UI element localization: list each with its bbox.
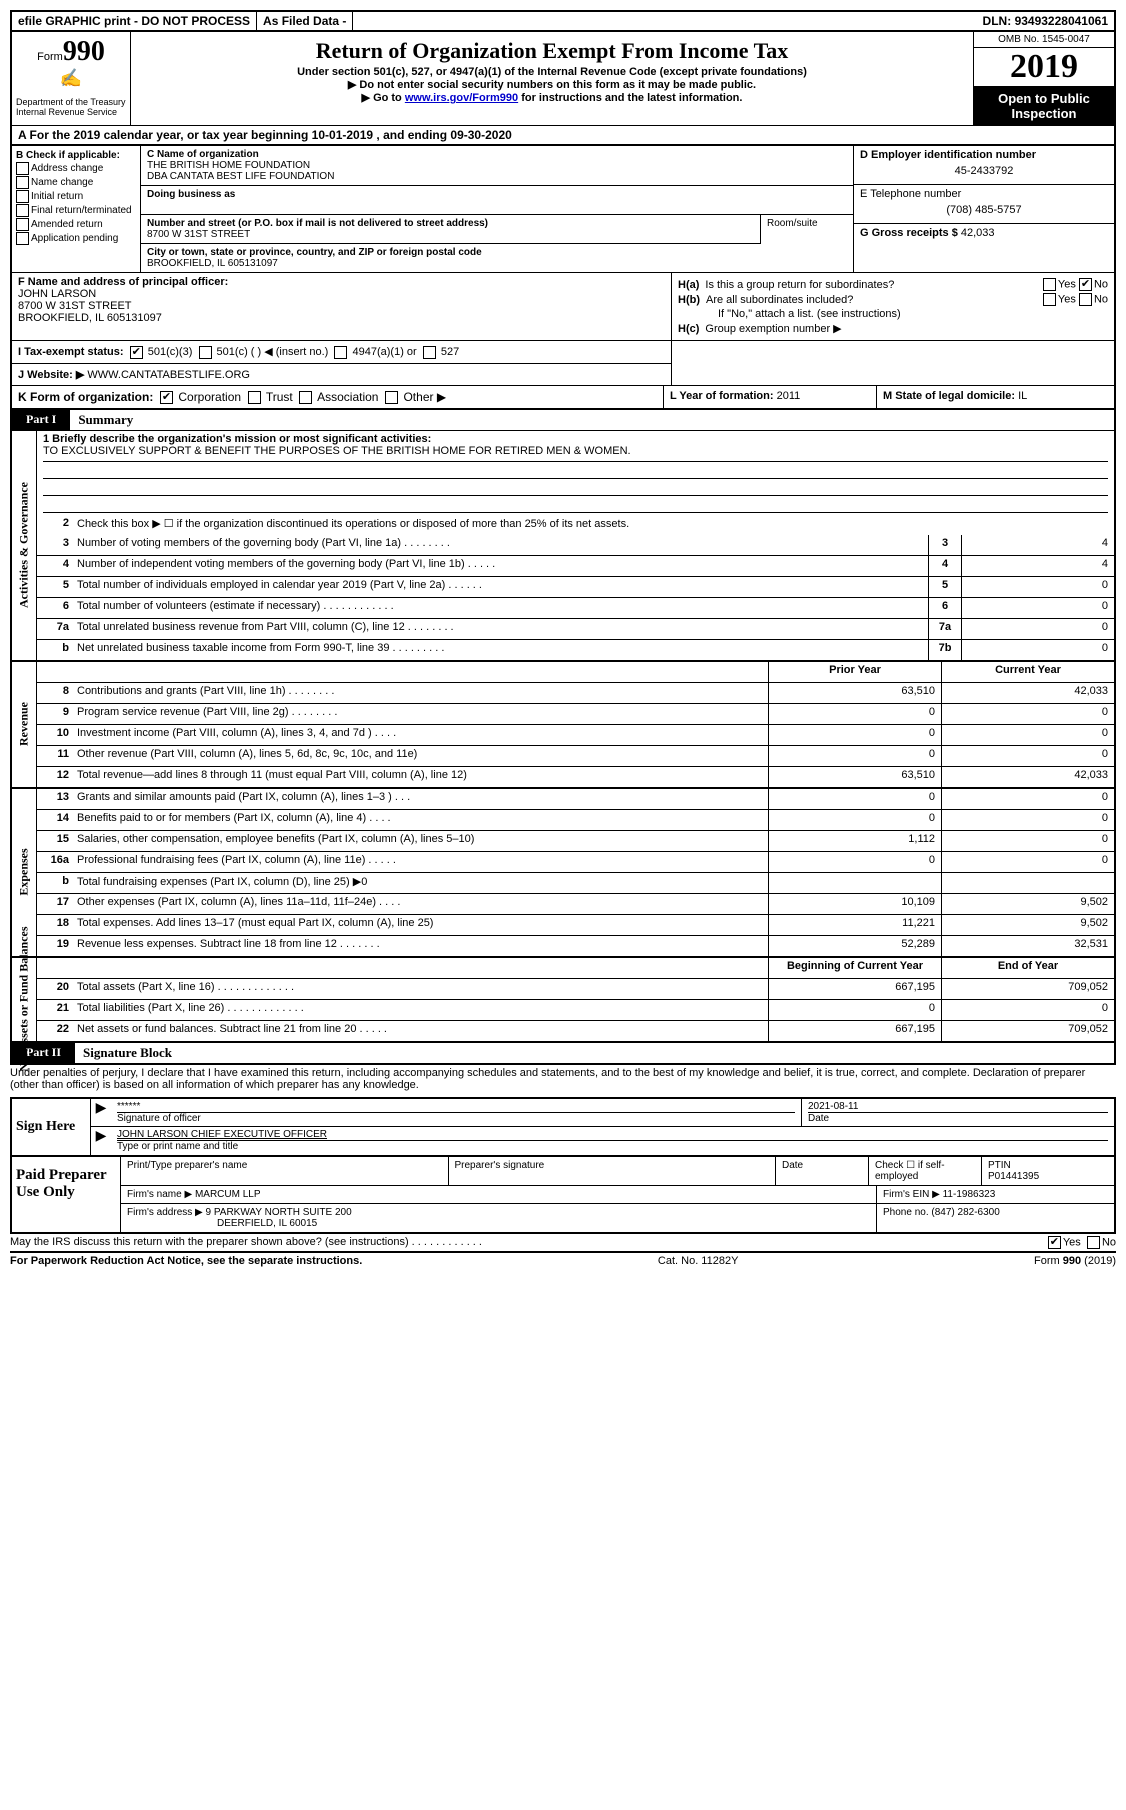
top-bar: efile GRAPHIC print - DO NOT PROCESS As … <box>10 10 1116 32</box>
section-net-assets: Net Assets or Fund Balances Beginning of… <box>10 958 1116 1043</box>
section-governance: Activities & Governance 1 Briefly descri… <box>10 431 1116 662</box>
summary-line: 17Other expenses (Part IX, column (A), l… <box>37 894 1114 915</box>
sign-section: Sign Here ▶ ****** Signature of officer … <box>10 1097 1116 1157</box>
section-expenses: Expenses 13Grants and similar amounts pa… <box>10 789 1116 958</box>
header-right: OMB No. 1545-0047 2019 Open to Public In… <box>973 32 1114 125</box>
summary-line: 11Other revenue (Part VIII, column (A), … <box>37 746 1114 767</box>
summary-line: 6Total number of volunteers (estimate if… <box>37 598 1114 619</box>
perjury-text: Under penalties of perjury, I declare th… <box>10 1065 1116 1093</box>
summary-line: 8Contributions and grants (Part VIII, li… <box>37 683 1114 704</box>
form-header: Form990 ✍ Department of the Treasury Int… <box>10 32 1116 125</box>
summary-line: 14Benefits paid to or for members (Part … <box>37 810 1114 831</box>
checkbox[interactable] <box>1043 278 1056 291</box>
summary-line: 15Salaries, other compensation, employee… <box>37 831 1114 852</box>
summary-line: 5Total number of individuals employed in… <box>37 577 1114 598</box>
summary-line: 18Total expenses. Add lines 13–17 (must … <box>37 915 1114 936</box>
footer-row: For Paperwork Reduction Act Notice, see … <box>10 1253 1116 1269</box>
summary-line: 12Total revenue—add lines 8 through 11 (… <box>37 767 1114 787</box>
checkbox[interactable] <box>385 391 398 404</box>
checkbox-item[interactable]: Address change <box>16 162 136 175</box>
part2-header: Part II Signature Block <box>10 1043 1116 1065</box>
checkbox[interactable]: ✔ <box>130 346 143 359</box>
preparer-section: Paid Preparer Use Only Print/Type prepar… <box>10 1157 1116 1234</box>
summary-line: 4Number of independent voting members of… <box>37 556 1114 577</box>
line-a: A For the 2019 calendar year, or tax yea… <box>10 125 1116 146</box>
checkbox-item[interactable]: Final return/terminated <box>16 204 136 217</box>
tax-year: 2019 <box>974 48 1114 87</box>
header-mid: Return of Organization Exempt From Incom… <box>131 32 973 125</box>
form-title: Return of Organization Exempt From Incom… <box>135 38 969 64</box>
col-b: B Check if applicable: Address changeNam… <box>12 146 141 272</box>
form-number: Form 990 (2019) <box>1034 1255 1116 1267</box>
checkbox-item[interactable]: Amended return <box>16 218 136 231</box>
checkbox-item[interactable]: Name change <box>16 176 136 189</box>
col-d: D Employer identification number 45-2433… <box>854 146 1114 272</box>
checkbox[interactable]: ✔ <box>160 391 173 404</box>
summary-line: 3Number of voting members of the governi… <box>37 535 1114 556</box>
col-h: H(a) Is this a group return for subordin… <box>672 273 1114 340</box>
omb-number: OMB No. 1545-0047 <box>974 32 1114 48</box>
section-fh: F Name and address of principal officer:… <box>10 273 1116 341</box>
lines-ij: I Tax-exempt status: ✔ 501(c)(3) 501(c) … <box>10 341 1116 386</box>
summary-line: 9Program service revenue (Part VIII, lin… <box>37 704 1114 725</box>
section-bcd: B Check if applicable: Address changeNam… <box>10 146 1116 273</box>
checkbox[interactable] <box>248 391 261 404</box>
summary-line: 22Net assets or fund balances. Subtract … <box>37 1021 1114 1041</box>
summary-line: 13Grants and similar amounts paid (Part … <box>37 789 1114 810</box>
checkbox[interactable] <box>423 346 436 359</box>
checkbox[interactable] <box>1087 1236 1100 1249</box>
checkbox[interactable] <box>199 346 212 359</box>
summary-line: 21Total liabilities (Part X, line 26) . … <box>37 1000 1114 1021</box>
checkbox[interactable]: ✔ <box>1079 278 1092 291</box>
checkbox[interactable] <box>299 391 312 404</box>
summary-line: 20Total assets (Part X, line 16) . . . .… <box>37 979 1114 1000</box>
dln-cell: DLN: 93493228041061 <box>977 12 1114 30</box>
open-to-public: Open to Public Inspection <box>974 87 1114 125</box>
section-revenue: Revenue Prior Year Current Year 8Contrib… <box>10 662 1116 789</box>
summary-line: bTotal fundraising expenses (Part IX, co… <box>37 873 1114 894</box>
summary-line: 19Revenue less expenses. Subtract line 1… <box>37 936 1114 956</box>
checkbox[interactable] <box>1079 293 1092 306</box>
checkbox-item[interactable]: Application pending <box>16 232 136 245</box>
summary-line: bNet unrelated business taxable income f… <box>37 640 1114 660</box>
checkbox[interactable]: ✔ <box>1048 1236 1061 1249</box>
irs-link[interactable]: www.irs.gov/Form990 <box>405 92 518 104</box>
header-left: Form990 ✍ Department of the Treasury Int… <box>12 32 131 125</box>
part1-header: Part I Summary <box>10 410 1116 431</box>
col-c: C Name of organization THE BRITISH HOME … <box>141 146 854 272</box>
checkbox[interactable] <box>334 346 347 359</box>
efile-label: efile GRAPHIC print - DO NOT PROCESS <box>12 12 257 30</box>
discuss-row: May the IRS discuss this return with the… <box>10 1234 1116 1253</box>
col-f: F Name and address of principal officer:… <box>12 273 672 340</box>
summary-line: 10Investment income (Part VIII, column (… <box>37 725 1114 746</box>
summary-line: 16aProfessional fundraising fees (Part I… <box>37 852 1114 873</box>
summary-line: 7aTotal unrelated business revenue from … <box>37 619 1114 640</box>
checkbox[interactable] <box>1043 293 1056 306</box>
line-klm: K Form of organization: ✔ Corporation Tr… <box>10 386 1116 410</box>
asfiled-label: As Filed Data - <box>257 12 353 30</box>
checkbox-item[interactable]: Initial return <box>16 190 136 203</box>
